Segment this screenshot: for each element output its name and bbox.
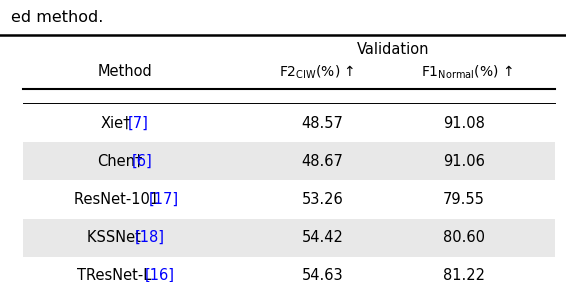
Text: 91.08: 91.08: [443, 116, 485, 131]
Text: 48.57: 48.57: [302, 116, 344, 131]
Text: 79.55: 79.55: [443, 192, 485, 207]
Text: F2$_{\mathregular{CIW}}$(%) ↑: F2$_{\mathregular{CIW}}$(%) ↑: [279, 63, 355, 81]
Text: Method: Method: [97, 64, 152, 80]
Text: TResNet-L: TResNet-L: [77, 268, 156, 282]
Text: [7]: [7]: [128, 116, 149, 131]
Text: Xie†: Xie†: [101, 116, 131, 131]
Text: ResNet-101: ResNet-101: [74, 192, 164, 207]
Bar: [23, 142, 555, 180]
Text: [18]: [18]: [135, 230, 165, 245]
Text: [17]: [17]: [148, 192, 178, 207]
Bar: [23, 219, 555, 257]
Text: 91.06: 91.06: [443, 154, 485, 169]
Text: KSSNet: KSSNet: [87, 230, 145, 245]
Text: F1$_{\mathregular{Normal}}$(%) ↑: F1$_{\mathregular{Normal}}$(%) ↑: [421, 63, 513, 81]
Text: ed method.: ed method.: [11, 10, 104, 25]
Text: [6]: [6]: [131, 154, 152, 169]
Text: 81.22: 81.22: [443, 268, 485, 282]
Text: 48.67: 48.67: [302, 154, 344, 169]
Text: 54.42: 54.42: [302, 230, 344, 245]
Text: Chen†: Chen†: [97, 154, 143, 169]
Text: 80.60: 80.60: [443, 230, 485, 245]
Text: [16]: [16]: [145, 268, 175, 282]
Text: Validation: Validation: [357, 42, 430, 57]
Text: 53.26: 53.26: [302, 192, 344, 207]
Text: 54.63: 54.63: [302, 268, 344, 282]
